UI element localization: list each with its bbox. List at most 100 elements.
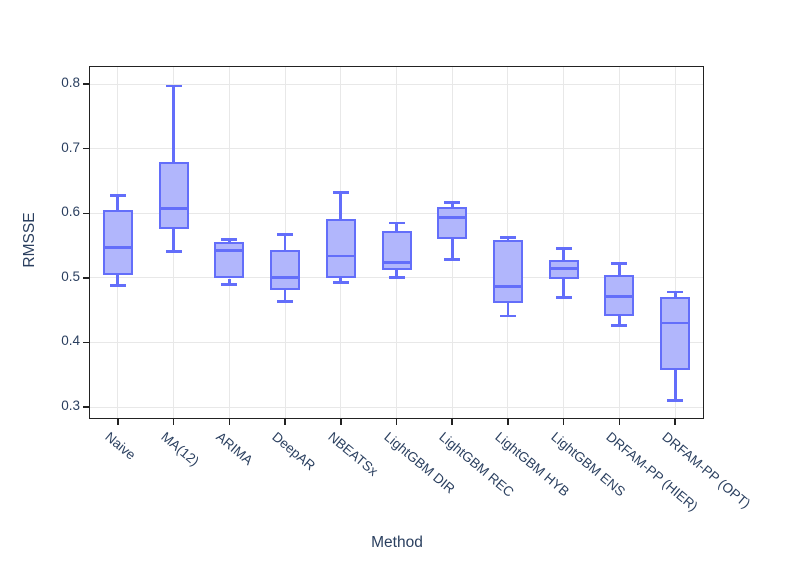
whisker-stem-top [116,195,120,211]
y-tick-label: 0.3 [61,398,80,414]
whisker-cap-bottom [499,314,516,318]
gridline-x [563,67,565,418]
median-line [270,275,301,279]
x-tick-label-drfam-pp-hier: DRFAM-PP (HIER) [603,429,702,515]
y-tick [83,341,90,344]
whisker-stem-bottom [227,278,231,285]
y-tick [83,212,90,215]
x-tick-label-ma-12: MA(12) [157,429,202,469]
x-tick-label-deepar: DeepAR [269,429,319,474]
box-body [214,242,245,279]
x-tick-label-nbeatsx: NBEATSx [325,429,381,479]
y-tick-label: 0.4 [61,333,80,349]
x-tick [451,418,453,425]
x-tick [618,418,621,425]
x-axis-title: Method [371,534,423,551]
y-tick-label: 0.6 [61,204,80,220]
box-body [548,260,579,280]
x-tick [507,418,509,425]
whisker-cap-bottom [221,282,238,286]
y-tick-label: 0.8 [61,75,80,91]
whisker-cap-top [332,191,349,194]
gridline-x [618,67,620,418]
whisker-cap-top [555,246,572,250]
y-tick-label: 0.7 [61,139,80,155]
median-line [381,260,412,264]
whisker-cap-top [221,238,238,242]
whisker-cap-bottom [109,284,126,287]
x-tick [674,418,676,425]
whisker-stem-bottom [562,279,566,298]
x-tick-label-arima: ARIMA [213,429,257,468]
whisker-stem-top [618,263,621,275]
median-line [660,321,691,325]
whisker-stem-top [283,234,287,251]
whisker-stem-bottom [506,303,510,316]
whisker-stem-bottom [172,228,175,252]
whisker-cap-bottom [388,276,405,280]
whisker-cap-bottom [667,399,684,402]
box-body [158,162,189,229]
median-line [214,249,245,253]
median-line [548,266,579,270]
y-tick [83,277,90,279]
whisker-cap-bottom [444,257,461,261]
box-body [325,219,356,278]
whisker-stem-top [339,192,343,220]
median-line [437,215,468,219]
gridline-x [674,67,676,418]
whisker-cap-top [388,221,405,225]
median-line [325,254,356,258]
x-tick-label-naive: Naive [102,429,139,463]
x-tick [117,418,119,425]
whisker-cap-bottom [611,324,628,328]
whisker-stem-top [450,202,454,207]
whisker-cap-top [667,290,684,294]
box-body [270,250,301,291]
x-tick [340,418,342,425]
box-body [381,231,412,271]
x-tick [284,418,286,425]
box-body [437,206,468,240]
whisker-cap-top [499,236,516,240]
x-tick [562,418,565,425]
whisker-cap-top [611,262,628,266]
whisker-stem-bottom [450,239,454,260]
box-body [660,296,691,371]
whisker-stem-bottom [283,290,287,302]
median-line [492,284,523,288]
whisker-cap-top [277,233,294,236]
y-axis-title: RMSSE [21,212,38,268]
whisker-cap-bottom [165,249,182,253]
median-line [604,295,635,298]
box-body [102,210,133,275]
x-tick [395,418,398,425]
box-body [492,240,523,304]
whisker-cap-top [109,193,126,197]
median-line [102,246,133,249]
whisker-stem-top [395,222,398,232]
x-tick [228,418,231,425]
whisker-cap-bottom [555,295,572,299]
y-tick [83,83,90,85]
whisker-cap-bottom [277,300,294,304]
median-line [158,206,189,210]
x-tick [172,418,175,425]
whisker-stem-bottom [116,274,120,286]
whisker-cap-top [165,84,182,88]
whisker-stem-bottom [673,370,677,401]
whisker-stem-top [172,86,175,163]
y-tick [83,406,90,408]
y-tick [83,147,90,150]
whisker-stem-top [562,248,566,261]
y-tick-label: 0.5 [61,268,80,284]
whisker-stem-bottom [395,270,398,278]
whisker-cap-bottom [332,280,349,284]
whisker-cap-top [444,200,461,204]
whisker-stem-top [673,292,677,297]
whisker-stem-bottom [618,315,621,326]
whisker-stem-bottom [339,277,343,283]
